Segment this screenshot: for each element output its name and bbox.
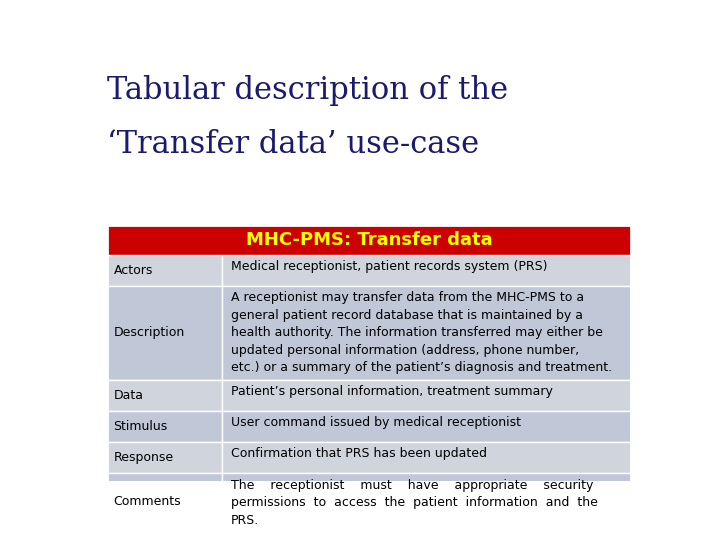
FancyBboxPatch shape [107,225,631,255]
Text: User command issued by medical receptionist: User command issued by medical reception… [230,416,521,429]
Text: Tabular description of the: Tabular description of the [107,75,508,106]
Text: Confirmation that PRS has been updated: Confirmation that PRS has been updated [230,447,487,460]
FancyBboxPatch shape [222,380,631,411]
Text: Description: Description [114,326,185,339]
Text: Comments: Comments [114,495,181,508]
Text: ‘Transfer data’ use-case: ‘Transfer data’ use-case [107,129,479,160]
Text: The    receptionist    must    have    appropriate    security
permissions  to  : The receptionist must have appropriate s… [230,478,598,526]
FancyBboxPatch shape [222,255,631,286]
FancyBboxPatch shape [222,473,631,530]
Text: Actors: Actors [114,264,153,277]
FancyBboxPatch shape [222,442,631,473]
FancyBboxPatch shape [107,473,222,530]
FancyBboxPatch shape [107,286,222,380]
FancyBboxPatch shape [107,255,222,286]
Text: Medical receptionist, patient records system (PRS): Medical receptionist, patient records sy… [230,260,547,273]
Text: Response: Response [114,451,174,464]
Text: Data: Data [114,389,143,402]
Text: MHC-PMS: Transfer data: MHC-PMS: Transfer data [246,231,492,249]
FancyBboxPatch shape [222,411,631,442]
Text: A receptionist may transfer data from the MHC-PMS to a
general patient record da: A receptionist may transfer data from th… [230,292,611,374]
Text: Stimulus: Stimulus [114,420,168,433]
FancyBboxPatch shape [107,442,222,473]
FancyBboxPatch shape [222,286,631,380]
Text: Patient’s personal information, treatment summary: Patient’s personal information, treatmen… [230,385,552,398]
FancyBboxPatch shape [107,380,222,411]
FancyBboxPatch shape [107,411,222,442]
